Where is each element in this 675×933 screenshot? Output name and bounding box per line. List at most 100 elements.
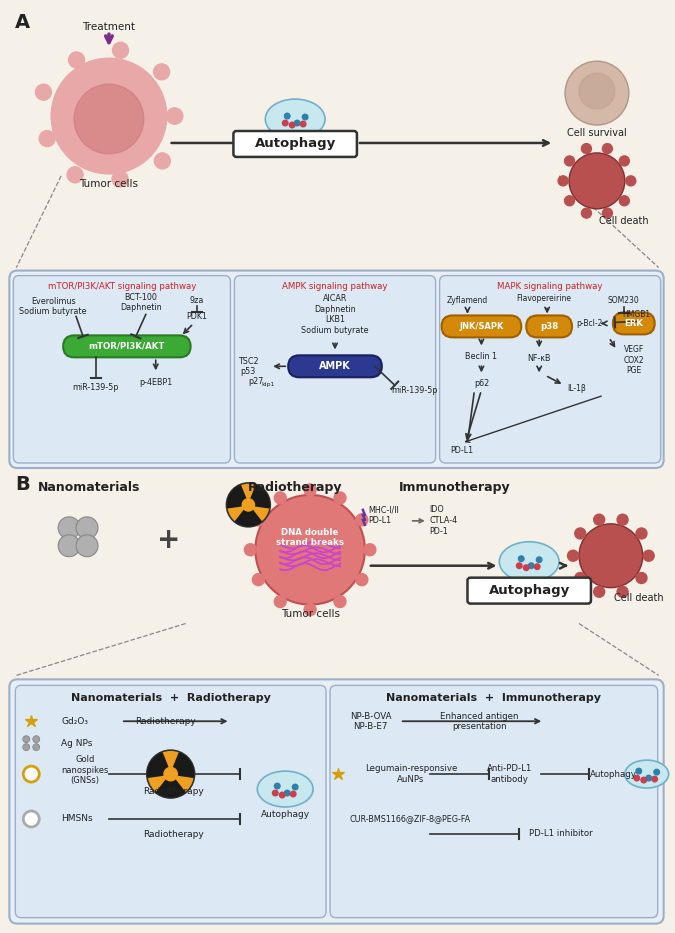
Circle shape: [69, 52, 84, 68]
Circle shape: [304, 484, 316, 496]
Circle shape: [654, 770, 659, 775]
FancyBboxPatch shape: [234, 131, 357, 157]
Circle shape: [636, 528, 647, 539]
Circle shape: [154, 63, 169, 80]
Circle shape: [620, 196, 629, 206]
Text: MAPK signaling pathway: MAPK signaling pathway: [497, 282, 603, 291]
Text: Autophagy: Autophagy: [591, 770, 637, 778]
FancyBboxPatch shape: [234, 275, 435, 463]
Circle shape: [113, 42, 128, 58]
Circle shape: [292, 785, 298, 790]
Text: Radiotherapy: Radiotherapy: [143, 830, 204, 840]
Text: Anti-PD-L1
antibody: Anti-PD-L1 antibody: [487, 764, 532, 784]
Circle shape: [568, 550, 578, 562]
Text: Autophagy: Autophagy: [489, 584, 570, 597]
Text: Enhanced antigen
presentation: Enhanced antigen presentation: [440, 712, 518, 731]
Circle shape: [36, 84, 51, 100]
Circle shape: [575, 573, 586, 583]
Circle shape: [23, 744, 30, 751]
Text: p38: p38: [540, 322, 558, 331]
FancyBboxPatch shape: [63, 335, 190, 357]
Circle shape: [300, 121, 306, 127]
Circle shape: [112, 171, 128, 187]
FancyBboxPatch shape: [288, 355, 382, 377]
Ellipse shape: [625, 760, 669, 788]
Circle shape: [641, 777, 647, 783]
FancyBboxPatch shape: [439, 275, 661, 463]
FancyBboxPatch shape: [14, 275, 230, 463]
Text: NP-B-OVA
NP-B-E7: NP-B-OVA NP-B-E7: [350, 712, 392, 731]
Text: Flavopereirine: Flavopereirine: [516, 294, 572, 303]
Circle shape: [646, 775, 651, 781]
Text: CTLA-4: CTLA-4: [429, 516, 458, 525]
Text: HMGB1: HMGB1: [623, 310, 651, 319]
Circle shape: [620, 156, 629, 166]
Circle shape: [252, 574, 265, 586]
Text: PD-L1 inhibitor: PD-L1 inhibitor: [529, 829, 593, 839]
Circle shape: [58, 535, 80, 557]
Text: Radiotherapy: Radiotherapy: [143, 787, 204, 796]
Circle shape: [594, 586, 605, 597]
Text: mTOR/PI3K/AKT: mTOR/PI3K/AKT: [88, 341, 165, 351]
Circle shape: [167, 108, 183, 124]
Text: +: +: [157, 526, 180, 554]
Text: Cell death: Cell death: [614, 592, 664, 603]
Text: Nanomaterials: Nanomaterials: [38, 481, 140, 494]
Text: MHC-I/II: MHC-I/II: [368, 506, 399, 514]
Text: HMSNs: HMSNs: [61, 815, 92, 824]
Circle shape: [282, 120, 288, 126]
Circle shape: [594, 514, 605, 525]
Text: Cell death: Cell death: [599, 216, 649, 226]
Circle shape: [275, 784, 280, 788]
Text: p27: p27: [248, 377, 264, 385]
FancyBboxPatch shape: [468, 578, 591, 604]
Circle shape: [602, 208, 612, 218]
Text: p-4EBP1: p-4EBP1: [139, 378, 172, 387]
Circle shape: [636, 768, 641, 773]
Circle shape: [626, 175, 636, 186]
Circle shape: [284, 790, 290, 796]
Circle shape: [24, 811, 39, 827]
Circle shape: [58, 517, 80, 538]
Text: miR-139-5p: miR-139-5p: [73, 383, 119, 392]
Text: Immunotherapy: Immunotherapy: [399, 481, 510, 494]
Wedge shape: [148, 753, 171, 777]
Circle shape: [643, 550, 654, 562]
Text: mTOR/PI3K/AKT signaling pathway: mTOR/PI3K/AKT signaling pathway: [48, 282, 196, 291]
Circle shape: [579, 73, 615, 109]
Text: PD-1: PD-1: [429, 527, 448, 536]
Circle shape: [518, 556, 524, 562]
FancyBboxPatch shape: [9, 271, 664, 468]
Text: B: B: [16, 475, 30, 494]
Ellipse shape: [500, 542, 559, 581]
Circle shape: [334, 492, 346, 504]
Circle shape: [39, 131, 55, 146]
Wedge shape: [248, 485, 269, 508]
Circle shape: [569, 153, 625, 209]
Circle shape: [356, 514, 368, 526]
Text: SOM230: SOM230: [608, 296, 640, 305]
Text: miR-139-5p: miR-139-5p: [392, 385, 438, 395]
Text: Ag NPs: Ag NPs: [61, 739, 92, 747]
Text: TSC2
p53: TSC2 p53: [238, 356, 259, 376]
Text: kip1: kip1: [262, 382, 275, 387]
Circle shape: [290, 791, 296, 797]
Circle shape: [617, 586, 628, 597]
Circle shape: [564, 196, 574, 206]
FancyBboxPatch shape: [441, 315, 521, 338]
FancyBboxPatch shape: [16, 686, 326, 918]
FancyBboxPatch shape: [526, 315, 572, 338]
Text: AICAR
Daphnetin
LKB1
Sodium butyrate: AICAR Daphnetin LKB1 Sodium butyrate: [301, 294, 369, 335]
Text: Nanomaterials  +  Immunotherapy: Nanomaterials + Immunotherapy: [386, 693, 601, 703]
Circle shape: [284, 113, 290, 118]
Circle shape: [255, 494, 365, 605]
Circle shape: [252, 514, 265, 526]
Text: ERK: ERK: [624, 319, 643, 327]
Circle shape: [274, 595, 286, 607]
Wedge shape: [171, 753, 194, 777]
Circle shape: [33, 736, 40, 743]
Circle shape: [602, 144, 612, 154]
Text: IL-1β: IL-1β: [568, 383, 587, 393]
Circle shape: [242, 499, 254, 511]
Text: PD-L1: PD-L1: [368, 516, 391, 525]
